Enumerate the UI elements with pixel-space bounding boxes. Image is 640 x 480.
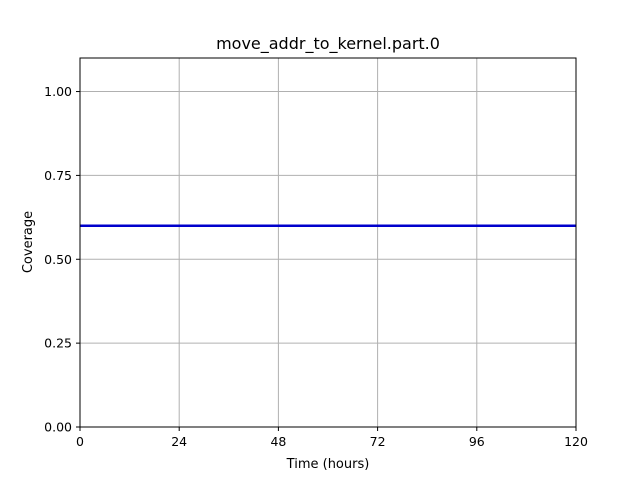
x-tick-label: 0 xyxy=(76,434,84,449)
x-tick-label: 72 xyxy=(370,434,386,449)
y-tick-label: 0.25 xyxy=(44,336,72,351)
plot-area-frame xyxy=(79,57,577,428)
y-tick-label: 1.00 xyxy=(44,84,72,99)
x-tick-label: 48 xyxy=(270,434,286,449)
x-tick-label: 120 xyxy=(564,434,588,449)
chart-title: move_addr_to_kernel.part.0 xyxy=(216,34,440,54)
y-tick-label: 0.75 xyxy=(44,168,72,183)
y-tick-label: 0.50 xyxy=(44,252,72,267)
x-axis-label: Time (hours) xyxy=(286,457,370,472)
x-tick-label: 96 xyxy=(469,434,485,449)
y-axis-label: Coverage xyxy=(21,211,36,273)
x-tick-label: 24 xyxy=(171,434,187,449)
y-tick-label: 0.00 xyxy=(44,420,72,435)
axis-ticks: 0 24 48 72 96 120 0.00 0.25 0.50 0.75 1.00 xyxy=(44,84,588,449)
